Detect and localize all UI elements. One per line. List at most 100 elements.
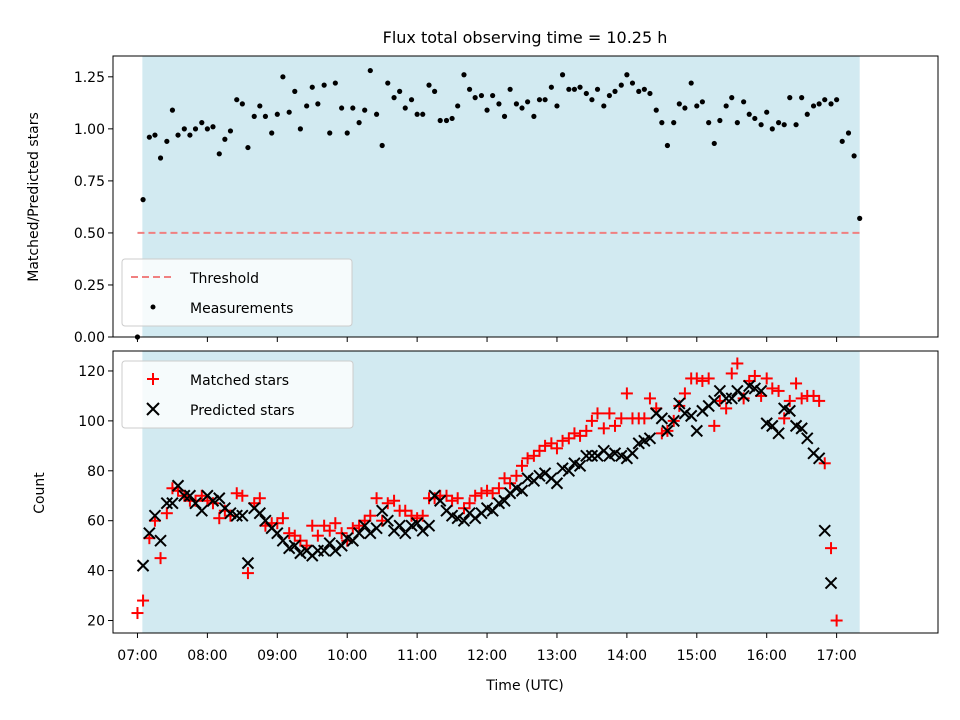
predicted-star-point bbox=[655, 412, 669, 425]
measurement-point bbox=[624, 72, 630, 78]
measurement-point bbox=[629, 80, 636, 86]
top-y-tick-label: 0.50 bbox=[74, 226, 105, 242]
predicted-star-point bbox=[824, 576, 838, 590]
matched-star-point bbox=[236, 489, 249, 502]
matched-star-point bbox=[469, 489, 482, 502]
measurement-point bbox=[373, 111, 380, 117]
predicted-star-point bbox=[381, 514, 394, 527]
measurement-point bbox=[828, 101, 834, 107]
matched-star-point bbox=[615, 412, 628, 425]
predicted-star-point bbox=[166, 497, 179, 510]
x-tick-label: 09:00 bbox=[257, 648, 297, 664]
predicted-star-point bbox=[580, 449, 593, 463]
predicted-star-point bbox=[661, 424, 674, 438]
matched-star-point bbox=[574, 429, 587, 442]
top-y-tick-label: 0.25 bbox=[74, 278, 105, 294]
measurement-point bbox=[210, 124, 216, 130]
matched-star-point bbox=[702, 372, 715, 385]
predicted-star-point bbox=[451, 511, 464, 525]
predicted-star-point bbox=[206, 494, 220, 507]
predicted-star-point bbox=[772, 427, 785, 440]
measurement-point bbox=[269, 130, 275, 136]
measurement-point bbox=[566, 86, 572, 92]
predicted-star-point bbox=[457, 514, 471, 527]
measurement-point bbox=[513, 101, 520, 107]
predicted-star-point bbox=[224, 507, 237, 520]
top-legend-box bbox=[121, 258, 353, 327]
measurement-point bbox=[350, 105, 356, 111]
bottom-y-tick-label: 80 bbox=[87, 464, 105, 480]
measurement-point bbox=[571, 86, 578, 92]
measurement-point bbox=[274, 111, 280, 117]
measurement-point bbox=[717, 117, 723, 124]
measurement-point bbox=[367, 67, 373, 74]
predicted-star-point bbox=[725, 392, 738, 405]
measurement-point bbox=[531, 113, 537, 119]
predicted-star-point bbox=[556, 462, 569, 475]
predicted-star-point bbox=[608, 447, 622, 460]
measurement-point bbox=[793, 122, 799, 128]
measurement-point bbox=[397, 88, 403, 94]
predicted-star-point bbox=[422, 519, 436, 532]
measurement-point bbox=[706, 120, 712, 126]
measurement-point bbox=[339, 105, 345, 111]
measurement-point bbox=[606, 92, 612, 99]
top-legend: Threshold Measurements bbox=[121, 258, 353, 327]
measurement-point bbox=[484, 107, 490, 113]
measurement-point bbox=[344, 130, 350, 136]
measurement-point bbox=[589, 97, 595, 103]
measurement-point bbox=[146, 134, 152, 140]
predicted-star-point bbox=[375, 504, 389, 517]
matched-star-point bbox=[370, 492, 383, 505]
measurement-point bbox=[292, 88, 298, 94]
matched-star-point bbox=[620, 387, 633, 400]
matched-star-point bbox=[778, 412, 791, 425]
matched-star-point bbox=[643, 392, 656, 405]
matched-star-point bbox=[830, 614, 843, 627]
measurement-point bbox=[641, 86, 647, 92]
predicted-star-point bbox=[573, 459, 587, 473]
predicted-stars-points bbox=[136, 379, 838, 590]
top-y-tick-label: 0.00 bbox=[74, 330, 105, 346]
measurement-point bbox=[239, 101, 245, 107]
predicted-star-point bbox=[643, 432, 657, 445]
matched-star-point bbox=[790, 377, 803, 390]
predicted-star-point bbox=[335, 539, 348, 552]
matched-star-point bbox=[160, 507, 173, 520]
matched-star-point bbox=[364, 509, 377, 522]
measurement-point bbox=[501, 113, 508, 119]
measurement-point bbox=[653, 107, 659, 113]
predicted-star-point bbox=[521, 472, 534, 485]
matched-star-point bbox=[329, 517, 342, 530]
matched-star-point bbox=[206, 497, 219, 510]
measurement-point bbox=[408, 97, 415, 103]
measurement-point bbox=[164, 138, 170, 144]
matched-star-point bbox=[585, 414, 598, 427]
matched-star-point bbox=[405, 509, 418, 522]
predicted-star-point bbox=[783, 404, 796, 418]
bottom-panel: 20 40 60 80 100 120 07:00 08:00 09:00 10:00 11:00… bbox=[32, 350, 939, 694]
measurement-point bbox=[758, 122, 764, 128]
matched-star-point bbox=[696, 374, 709, 387]
measurement-point bbox=[752, 115, 758, 122]
measurement-point bbox=[769, 126, 775, 132]
matched-star-point bbox=[795, 392, 808, 405]
matched-star-point bbox=[510, 469, 523, 482]
bottom-axes-frame bbox=[112, 350, 939, 634]
measurement-point bbox=[554, 103, 560, 109]
predicted-star-point bbox=[393, 519, 406, 532]
measurement-point bbox=[222, 136, 228, 142]
measurement-point bbox=[816, 101, 822, 107]
top-y-axis: 0.00 0.25 0.50 0.75 1.00 1.25 bbox=[74, 70, 113, 346]
matched-star-point bbox=[154, 552, 167, 565]
measurement-point bbox=[321, 82, 327, 88]
matched-star-point bbox=[492, 482, 505, 495]
measurement-point bbox=[490, 92, 496, 99]
measurement-point bbox=[524, 99, 531, 105]
legend-measurements-swatch bbox=[150, 304, 156, 310]
matched-star-point bbox=[475, 487, 488, 500]
measurement-point bbox=[781, 122, 787, 128]
top-panel: Flux total observing time = 10.25 h 0.00… bbox=[26, 28, 939, 346]
matched-star-point bbox=[580, 424, 593, 437]
measurement-point bbox=[455, 103, 461, 109]
